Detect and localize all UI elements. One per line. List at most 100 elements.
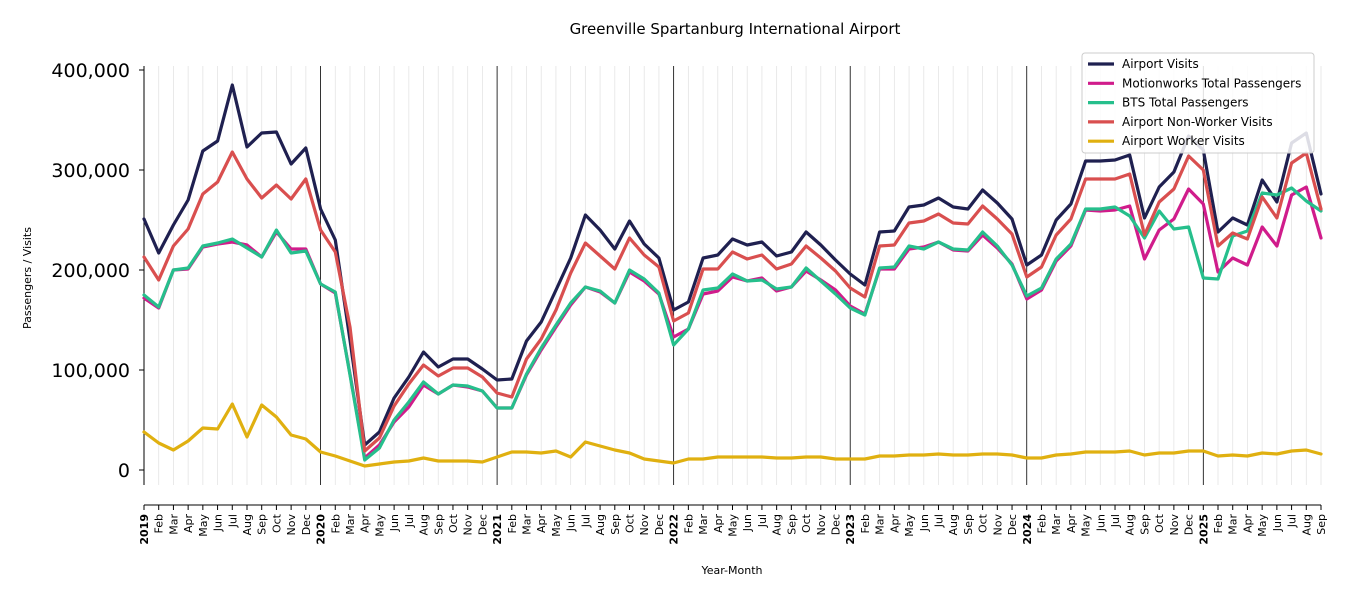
x-tick-label-month: Sep <box>962 514 975 535</box>
x-tick-label-month: May <box>1080 514 1093 537</box>
x-tick-label-year: 2021 <box>491 514 504 545</box>
legend-box <box>1081 52 1315 154</box>
x-tick-label-month: Sep <box>1315 514 1328 535</box>
y-tick-label: 100,000 <box>51 360 130 382</box>
y-tick-label: 200,000 <box>51 260 130 282</box>
series-line-airport-non-worker-visits <box>142 150 1323 453</box>
x-tick-label-month: Sep <box>785 514 798 535</box>
x-tick-label-year: 2023 <box>844 514 857 545</box>
x-tick-label-month: Jun <box>565 514 578 532</box>
x-tick-label-month: Jul <box>756 514 769 528</box>
x-tick-label-month: Feb <box>153 514 166 533</box>
x-tick-label-month: Feb <box>682 514 695 533</box>
x-tick-label-month: Apr <box>1065 514 1078 534</box>
x-tick-label-month: Oct <box>624 513 637 533</box>
x-tick-label-month: Apr <box>535 514 548 534</box>
x-tick-label-month: Jun <box>918 514 931 532</box>
x-tick-label-month: Jul <box>1286 514 1299 528</box>
x-tick-label-month: Mar <box>697 514 710 535</box>
x-tick-label-month: Mar <box>521 514 534 535</box>
x-tick-label-month: Feb <box>506 514 519 533</box>
x-tick-label-year: 2022 <box>668 514 681 545</box>
x-tick-label-month: Apr <box>359 514 372 534</box>
x-tick-label-year: 2025 <box>1197 514 1210 545</box>
series-line-airport-worker-visits <box>142 402 1323 468</box>
legend-label-airport-non-worker-visits: Airport Non-Worker Visits <box>1122 115 1273 129</box>
x-tick-label-month: Aug <box>418 514 431 535</box>
x-tick-label-month: Dec <box>476 514 489 535</box>
x-tick-label-month: May <box>197 514 210 537</box>
x-tick-label-month: Oct <box>1153 513 1166 533</box>
x-tick-label-month: Oct <box>800 513 813 533</box>
x-tick-label-month: Sep <box>432 514 445 535</box>
x-tick-label-month: Jun <box>212 514 225 532</box>
legend: Airport Visits Motionworks Total Passenge… <box>1081 52 1315 154</box>
x-axis-label: Year-Month <box>700 564 762 577</box>
x-tick-label-month: Jun <box>741 514 754 532</box>
x-tick-label-month: Feb <box>859 514 872 533</box>
x-tick-label-month: Jun <box>1094 514 1107 532</box>
x-tick-label-month: Dec <box>1183 514 1196 535</box>
x-tick-label-month: Oct <box>977 513 990 533</box>
series-line-bts-total-passengers <box>142 186 1323 462</box>
x-tick-label-month: Jun <box>1271 514 1284 532</box>
x-tick-label-month: Dec <box>829 514 842 535</box>
x-tick-label-year: 2020 <box>315 514 328 545</box>
y-axis-label: Passengers / Visits <box>21 227 34 329</box>
x-tick-label-month: Oct <box>270 513 283 533</box>
x-tick-label-month: Aug <box>1124 514 1137 535</box>
x-tick-label-month: Jul <box>579 514 592 528</box>
legend-label-bts-total-passengers: BTS Total Passengers <box>1122 96 1249 110</box>
x-tick-label-month: Nov <box>285 514 298 536</box>
series-lines <box>142 83 1323 468</box>
legend-label-airport-visits: Airport Visits <box>1122 57 1199 71</box>
x-tick-label-month: Aug <box>594 514 607 535</box>
y-tick-label: 400,000 <box>51 60 130 82</box>
x-tick-label-month: Nov <box>991 514 1004 536</box>
x-tick-label-month: Jul <box>226 514 239 528</box>
x-tick-label-month: May <box>727 514 740 537</box>
x-tick-label-month: May <box>903 514 916 537</box>
x-tick-label-month: Sep <box>609 514 622 535</box>
x-tick-label-month: Feb <box>329 514 342 533</box>
x-tick-label-year: 2019 <box>138 514 151 545</box>
x-tick-label-month: Mar <box>1227 514 1240 535</box>
y-axis: 0 100,000 200,000 300,000 400,000 <box>51 60 145 485</box>
x-tick-label-month: Feb <box>1212 514 1225 533</box>
x-tick-label-month: Apr <box>712 514 725 534</box>
x-tick-label-month: Sep <box>256 514 269 535</box>
x-tick-label-month: Oct <box>447 513 460 533</box>
x-tick-label-month: May <box>550 514 563 537</box>
x-tick-label-month: Apr <box>888 514 901 534</box>
x-axis: 2019 Feb Mar Apr May Jun Jul Aug Sep Oct Nov Dec 202… <box>138 504 1328 545</box>
x-tick-label-month: Jul <box>932 514 945 528</box>
x-tick-label-month: Dec <box>653 514 666 535</box>
x-tick-label-month: Jun <box>388 514 401 532</box>
x-tick-label-month: Jul <box>403 514 416 528</box>
y-tick-label: 0 <box>118 460 130 482</box>
x-tick-label-month: Nov <box>1168 514 1181 536</box>
x-tick-label-month: Apr <box>1241 514 1254 534</box>
x-tick-label-month: Apr <box>182 514 195 534</box>
x-tick-label-month: Aug <box>771 514 784 535</box>
legend-label-airport-worker-visits: Airport Worker Visits <box>1122 134 1245 148</box>
x-tick-label-month: Mar <box>874 514 887 535</box>
chart-title: Greenville Spartanburg International Air… <box>570 20 901 38</box>
y-tick-label: 300,000 <box>51 160 130 182</box>
x-tick-label-month: Feb <box>1035 514 1048 533</box>
x-tick-label-month: Mar <box>1050 514 1063 535</box>
x-tick-label-month: Aug <box>947 514 960 535</box>
x-tick-label-month: Dec <box>1006 514 1019 535</box>
x-tick-label-month: Aug <box>1300 514 1313 535</box>
x-tick-label-year: 2024 <box>1021 514 1034 545</box>
x-tick-label-month: Mar <box>344 514 357 535</box>
x-tick-label-month: Aug <box>241 514 254 535</box>
legend-label-motionworks-total-passengers: Motionworks Total Passengers <box>1122 76 1301 90</box>
x-tick-label-month: Jul <box>1109 514 1122 528</box>
x-tick-label-month: Nov <box>638 514 651 536</box>
x-tick-label-month: May <box>1256 514 1269 537</box>
x-tick-label-month: May <box>373 514 386 537</box>
x-tick-label-month: Nov <box>815 514 828 536</box>
x-tick-label-month: Mar <box>167 514 180 535</box>
